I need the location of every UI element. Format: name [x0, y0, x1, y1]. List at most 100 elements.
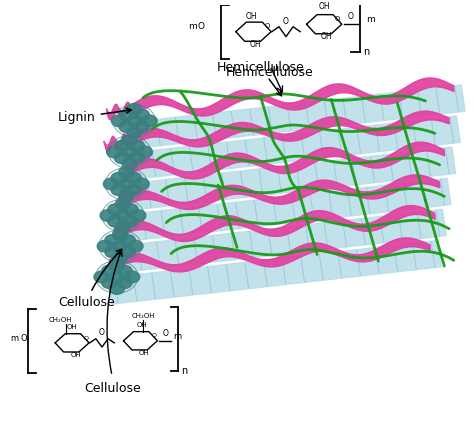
Ellipse shape — [122, 146, 137, 158]
Polygon shape — [55, 334, 89, 352]
Ellipse shape — [117, 277, 132, 288]
Ellipse shape — [122, 158, 137, 169]
Polygon shape — [133, 78, 454, 116]
Ellipse shape — [107, 146, 122, 158]
Text: Lignin: Lignin — [58, 108, 131, 124]
Text: OH: OH — [70, 352, 81, 358]
Text: Cellulose: Cellulose — [58, 249, 122, 309]
Ellipse shape — [134, 109, 149, 121]
Ellipse shape — [123, 216, 138, 227]
Text: O: O — [83, 336, 88, 341]
Ellipse shape — [118, 178, 134, 190]
Ellipse shape — [134, 178, 149, 190]
Ellipse shape — [127, 115, 142, 127]
Ellipse shape — [108, 204, 123, 216]
Ellipse shape — [134, 121, 149, 133]
Ellipse shape — [123, 204, 138, 216]
Ellipse shape — [115, 198, 131, 210]
Polygon shape — [131, 85, 465, 149]
Ellipse shape — [119, 109, 134, 121]
Text: O: O — [99, 328, 105, 337]
Ellipse shape — [114, 140, 129, 152]
Text: OH: OH — [137, 322, 147, 328]
Text: OH: OH — [320, 32, 332, 41]
Polygon shape — [124, 142, 445, 179]
Polygon shape — [112, 209, 446, 273]
Ellipse shape — [100, 210, 115, 221]
Ellipse shape — [112, 252, 128, 264]
Polygon shape — [117, 178, 451, 242]
Text: OH: OH — [319, 3, 330, 11]
Ellipse shape — [109, 271, 125, 282]
Ellipse shape — [111, 172, 126, 184]
Text: O: O — [21, 334, 27, 343]
Ellipse shape — [142, 115, 157, 127]
Ellipse shape — [108, 216, 123, 227]
Ellipse shape — [120, 246, 136, 258]
Ellipse shape — [103, 178, 118, 190]
Ellipse shape — [131, 210, 146, 221]
Text: m: m — [366, 15, 375, 24]
Text: m: m — [173, 332, 182, 341]
Ellipse shape — [120, 234, 136, 246]
Ellipse shape — [101, 265, 117, 277]
Polygon shape — [106, 102, 132, 120]
Ellipse shape — [111, 184, 126, 196]
Ellipse shape — [122, 135, 137, 146]
Text: m: m — [188, 22, 197, 31]
Ellipse shape — [97, 240, 112, 252]
Ellipse shape — [112, 240, 128, 252]
Ellipse shape — [125, 271, 140, 282]
Ellipse shape — [109, 259, 125, 271]
Text: n: n — [363, 48, 370, 57]
Ellipse shape — [126, 172, 142, 184]
Text: O: O — [335, 16, 340, 22]
Ellipse shape — [128, 240, 143, 252]
Text: O: O — [264, 23, 270, 29]
Polygon shape — [307, 15, 342, 34]
Text: Cellulose: Cellulose — [84, 382, 140, 395]
Polygon shape — [122, 147, 456, 211]
Ellipse shape — [118, 190, 134, 201]
Text: O: O — [162, 329, 168, 338]
Text: O: O — [348, 12, 354, 21]
Ellipse shape — [105, 246, 120, 258]
Text: Hemicellulose: Hemicellulose — [226, 66, 314, 79]
Ellipse shape — [129, 152, 145, 164]
Polygon shape — [108, 240, 442, 304]
Text: O: O — [152, 333, 156, 338]
Text: O: O — [283, 17, 289, 26]
Polygon shape — [109, 238, 430, 272]
Polygon shape — [236, 22, 271, 41]
Text: OH: OH — [67, 324, 77, 330]
Text: OH: OH — [249, 40, 261, 48]
Ellipse shape — [117, 265, 132, 277]
Polygon shape — [123, 332, 157, 350]
Ellipse shape — [127, 104, 142, 115]
Ellipse shape — [126, 184, 142, 196]
Text: Hemicellulose: Hemicellulose — [217, 61, 304, 96]
Text: O: O — [197, 22, 204, 31]
Text: m: m — [10, 334, 18, 343]
Text: CH₂OH: CH₂OH — [132, 313, 155, 320]
Ellipse shape — [94, 271, 109, 282]
Ellipse shape — [101, 277, 117, 288]
Ellipse shape — [118, 167, 134, 178]
Ellipse shape — [112, 229, 128, 240]
Ellipse shape — [129, 140, 145, 152]
Polygon shape — [114, 205, 435, 242]
Text: CH₂OH: CH₂OH — [48, 317, 72, 323]
Ellipse shape — [109, 282, 125, 294]
Polygon shape — [127, 116, 460, 180]
Text: OH: OH — [246, 12, 257, 21]
Polygon shape — [104, 134, 129, 152]
Ellipse shape — [127, 127, 142, 139]
Ellipse shape — [137, 146, 153, 158]
Ellipse shape — [115, 221, 131, 233]
Ellipse shape — [119, 121, 134, 133]
Ellipse shape — [105, 234, 120, 246]
Ellipse shape — [111, 115, 127, 127]
Ellipse shape — [114, 152, 129, 164]
Ellipse shape — [115, 210, 131, 221]
Polygon shape — [128, 111, 449, 147]
